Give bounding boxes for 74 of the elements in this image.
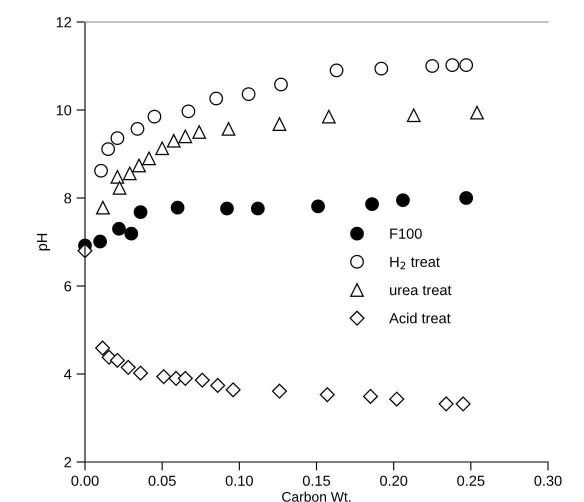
x-tick-label: 0.25	[457, 476, 484, 486]
y-tick-label: 6	[64, 281, 72, 292]
legend-label: Acid treat	[389, 312, 451, 324]
point	[470, 106, 484, 120]
point	[110, 352, 125, 368]
point	[170, 200, 184, 215]
point	[178, 370, 193, 386]
point	[178, 130, 192, 144]
point	[274, 78, 288, 92]
y-tick-label: 4	[64, 369, 72, 380]
point	[389, 392, 404, 407]
point	[156, 369, 172, 384]
point	[94, 164, 108, 178]
y-tick-label: 8	[64, 193, 72, 204]
legend-label: F100	[390, 228, 422, 239]
x-tick-label: 0.10	[226, 476, 253, 486]
point	[120, 360, 136, 375]
point	[133, 366, 148, 381]
point	[222, 122, 236, 136]
point	[155, 141, 170, 156]
x-tick-label: 0.30	[534, 476, 562, 486]
legend-label: urea treat	[390, 286, 452, 296]
point	[112, 181, 126, 195]
point	[93, 234, 107, 248]
point	[95, 340, 110, 356]
point	[124, 226, 138, 241]
point	[112, 222, 126, 236]
point	[459, 191, 474, 205]
point	[363, 388, 378, 404]
point	[459, 58, 474, 72]
y-tick-label: 12	[56, 17, 72, 28]
point	[209, 92, 224, 106]
x-tick-label: 0.20	[380, 476, 408, 486]
point	[425, 59, 440, 73]
x-tick-label: 0.05	[148, 476, 176, 486]
point	[242, 87, 256, 102]
point	[142, 152, 156, 166]
point	[182, 104, 196, 118]
point	[330, 64, 344, 78]
point	[192, 125, 206, 139]
point	[166, 134, 181, 148]
x-tick-label: 0.00	[71, 476, 99, 486]
point	[134, 205, 148, 219]
y-tick-label: 10	[56, 105, 72, 116]
y-axis-title: pH	[36, 234, 50, 250]
point	[110, 131, 124, 146]
point	[406, 108, 421, 122]
x-tick-label: 0.15	[302, 476, 330, 486]
point	[365, 197, 379, 212]
point	[374, 62, 388, 76]
legend-label: H$_{2}$ treat	[390, 256, 440, 270]
point	[226, 382, 241, 398]
point	[250, 202, 265, 216]
point	[110, 170, 124, 184]
point	[96, 200, 110, 215]
point	[322, 110, 336, 124]
point	[272, 117, 286, 131]
point	[456, 396, 471, 412]
point	[320, 387, 335, 402]
point	[311, 199, 325, 214]
point	[148, 110, 162, 124]
point	[220, 202, 234, 216]
point	[210, 378, 226, 393]
point	[438, 396, 454, 412]
point	[122, 166, 137, 180]
x-axis-title: Carbon Wt.	[282, 492, 350, 502]
y-tick-label: 2	[64, 457, 72, 468]
point	[272, 384, 287, 399]
point	[194, 372, 210, 388]
point	[130, 122, 144, 136]
point	[396, 193, 410, 208]
point	[132, 158, 146, 172]
point	[101, 142, 116, 156]
point	[445, 58, 460, 72]
